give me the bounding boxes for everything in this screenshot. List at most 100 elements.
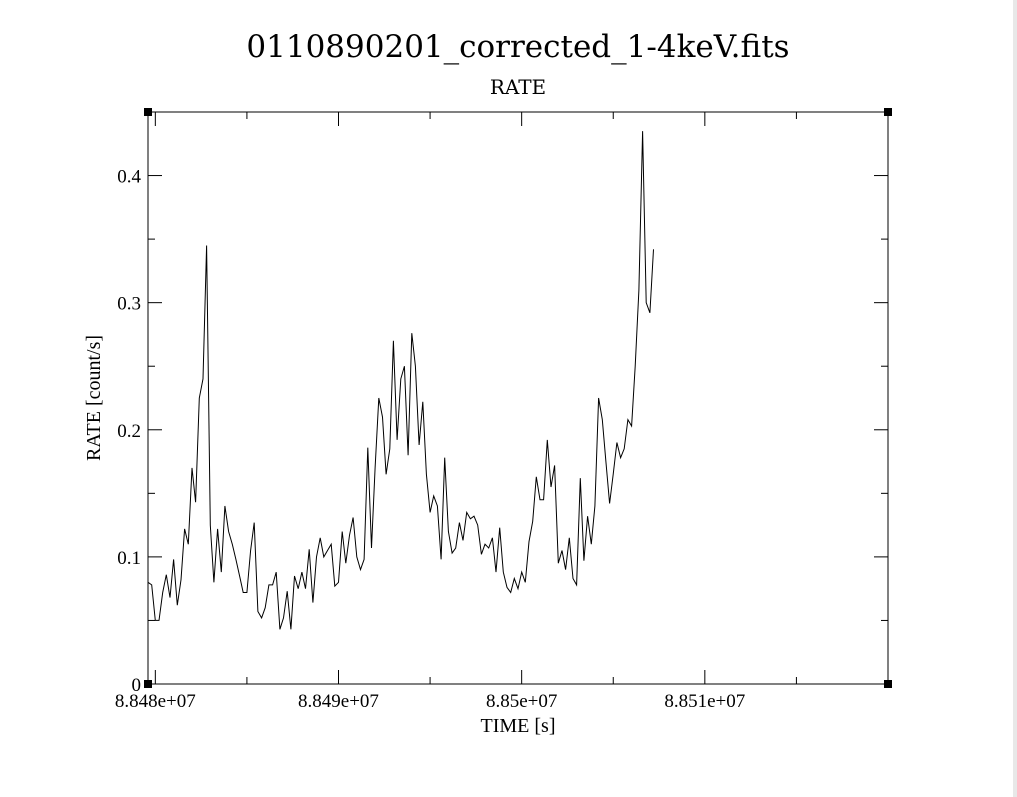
rate-data-point	[371, 548, 372, 549]
rate-data-point	[166, 574, 167, 575]
rate-data-point	[283, 617, 284, 618]
rate-data-point	[309, 549, 310, 550]
rate-data-point	[448, 531, 449, 532]
rate-data-point	[569, 537, 570, 538]
rate-data-point	[463, 540, 464, 541]
rate-data-point	[268, 584, 269, 585]
window-edge	[1013, 0, 1017, 797]
rate-data-point	[261, 617, 262, 618]
rate-data-point	[474, 516, 475, 517]
corner-markers	[144, 108, 892, 688]
rate-data-point	[496, 572, 497, 573]
rate-data-point	[221, 572, 222, 573]
rate-data-point	[836, 0, 837, 1]
rate-data-point	[305, 588, 306, 589]
rate-data-point	[192, 467, 193, 468]
rate-data-point	[470, 518, 471, 519]
rate-data-point	[441, 559, 442, 560]
rate-data-point	[389, 448, 390, 449]
rate-data-point	[455, 548, 456, 549]
rate-data-point	[514, 578, 515, 579]
rate-data-point	[730, 0, 731, 1]
rate-data-point	[554, 465, 555, 466]
rate-data-point	[844, 0, 845, 1]
rate-data-point	[232, 544, 233, 545]
rate-data-point	[877, 0, 878, 1]
rate-data-point	[767, 0, 768, 1]
rate-data-point	[664, 0, 665, 1]
rate-data-point	[723, 0, 724, 1]
plot-frame	[148, 112, 888, 684]
rate-data-point	[668, 0, 669, 1]
y-tick-label: 0.4	[117, 167, 141, 188]
rate-data-point	[250, 550, 251, 551]
rate-data-point	[752, 0, 753, 1]
rate-data-point	[452, 553, 453, 554]
rate-data-point	[704, 0, 705, 1]
rate-data-point	[265, 607, 266, 608]
rate-data-point	[378, 398, 379, 399]
rate-data-point	[631, 426, 632, 427]
rate-data-point	[290, 629, 291, 630]
x-tick-label: 8.851e+07	[664, 691, 745, 712]
rate-data-point	[510, 592, 511, 593]
rate-data-point	[558, 563, 559, 564]
rate-data-point	[653, 249, 654, 250]
rate-data-point	[228, 531, 229, 532]
rate-data-point	[847, 0, 848, 1]
rate-data-point	[444, 457, 445, 458]
rate-data-point	[866, 0, 867, 1]
rate-data-point	[356, 556, 357, 557]
rate-data-point	[170, 597, 171, 598]
rate-data-point	[737, 0, 738, 1]
rate-data-point	[770, 0, 771, 1]
chart-subtitle: RATE	[490, 75, 546, 99]
rate-data-point	[294, 576, 295, 577]
rate-data-point	[338, 582, 339, 583]
rate-data-point	[210, 525, 211, 526]
rate-data-point	[679, 0, 680, 1]
corner-marker-top-right	[884, 108, 892, 116]
rate-data-point	[565, 569, 566, 570]
rate-data-point	[415, 366, 416, 367]
rate-data-point	[620, 457, 621, 458]
rate-data-point	[298, 588, 299, 589]
rate-data-point	[411, 333, 412, 334]
rate-data-point	[235, 559, 236, 560]
rate-data-point	[148, 582, 149, 583]
rate-data-point	[547, 439, 548, 440]
rate-data-point	[675, 0, 676, 1]
rate-data-point	[151, 584, 152, 585]
rate-data-point	[587, 516, 588, 517]
rate-data-point	[203, 378, 204, 379]
rate-data-point	[507, 587, 508, 588]
rate-data-point	[503, 572, 504, 573]
x-axis-label: TIME [s]	[481, 715, 556, 737]
rate-data-point	[521, 572, 522, 573]
rate-data-point	[869, 0, 870, 1]
rate-data-point	[822, 0, 823, 1]
rate-data-point	[807, 0, 808, 1]
rate-data-point	[529, 541, 530, 542]
rate-data-point	[272, 584, 273, 585]
rate-data-point	[213, 582, 214, 583]
x-tick-label: 8.849e+07	[298, 691, 379, 712]
rate-data-point	[642, 131, 643, 132]
rate-data-point	[851, 0, 852, 1]
rate-data-point	[327, 550, 328, 551]
rate-data-point	[660, 0, 661, 1]
rate-data-point	[789, 0, 790, 1]
rate-data-point	[719, 0, 720, 1]
rate-data-point	[279, 629, 280, 630]
x-axis-ticks: 8.848e+07 8.849e+07 8.85e+07 8.851e+07	[115, 112, 797, 712]
rate-data-point	[818, 0, 819, 1]
rate-data-point	[287, 591, 288, 592]
rate-data-point	[598, 398, 599, 399]
rate-data-point	[763, 0, 764, 1]
rate-data-point	[177, 605, 178, 606]
rate-data-point	[360, 569, 361, 570]
rate-data-point	[518, 588, 519, 589]
y-tick-label: 0.2	[117, 421, 141, 442]
rate-data-point	[800, 0, 801, 1]
rate-data-point	[701, 0, 702, 1]
